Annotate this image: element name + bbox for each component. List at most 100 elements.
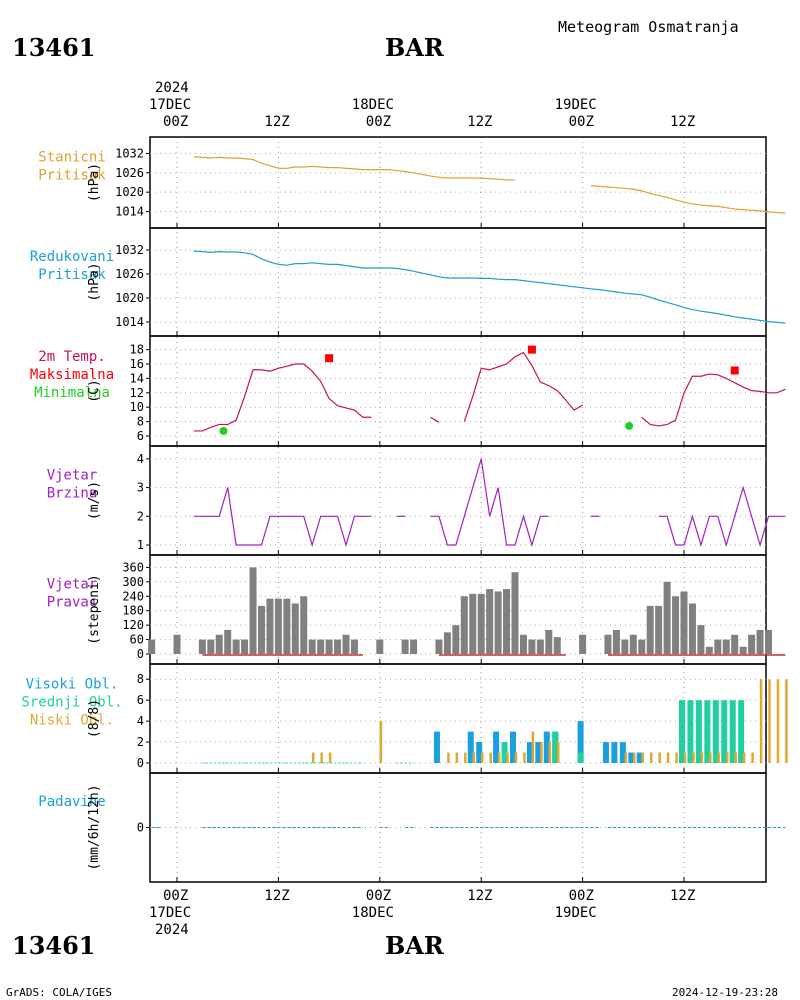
wind-direction-bar <box>545 629 553 654</box>
y-tick-label: 6 <box>137 693 144 707</box>
wind-direction-bar <box>460 596 468 654</box>
wind-direction-bar <box>258 605 265 654</box>
y-tick-label: 14 <box>130 371 144 385</box>
wind-direction-bar <box>148 639 156 654</box>
cloud-bar <box>700 752 704 763</box>
wind-direction-bar <box>283 598 291 654</box>
panel-label: Maksimalna <box>30 367 114 383</box>
bottom-time-label: 12Z <box>467 888 492 904</box>
top-date-label: 19DEC <box>555 97 597 113</box>
y-tick-label: 18 <box>130 343 144 357</box>
panel-frame <box>149 335 767 447</box>
wind-speed-line <box>430 458 549 548</box>
y-axis-label: (hPa) <box>87 163 102 202</box>
wind-direction-bar <box>765 629 772 654</box>
wind-direction-bar <box>249 567 257 654</box>
min-temp-point <box>219 426 228 435</box>
wind-direction-bar <box>291 603 299 654</box>
y-tick-label: 6 <box>137 429 144 443</box>
bottom-time-label: 00Z <box>163 888 188 904</box>
cloud-bar <box>510 731 516 763</box>
footer-timestamp: 2024-12-19-23:28 <box>672 986 778 999</box>
cloud-bar <box>311 752 315 763</box>
panel-label: Redukovani <box>30 249 114 265</box>
max-temp-point <box>325 354 334 363</box>
wind-direction-bar <box>629 634 637 654</box>
cloud-bar <box>476 742 483 763</box>
cloud-bar <box>628 752 635 763</box>
wind-direction-bar <box>376 639 384 654</box>
panel-label: Padavine <box>38 794 105 810</box>
temperature-line <box>463 351 583 422</box>
cloud-bar <box>379 721 383 763</box>
cloud-bar <box>658 752 661 763</box>
wind-direction-bar <box>528 639 536 654</box>
wind-direction-bar <box>308 639 316 654</box>
wind-direction-bar <box>646 605 654 654</box>
cloud-bar <box>577 721 584 763</box>
y-tick-label: 300 <box>122 575 144 589</box>
wind-direction-bar <box>748 634 756 654</box>
cloud-bar <box>447 752 450 763</box>
cloud-bar <box>776 679 780 763</box>
cloud-bar <box>472 752 475 763</box>
panel-label: Srednji Obl. <box>21 695 122 711</box>
cloud-bar <box>759 679 763 763</box>
cloud-bar <box>501 742 508 763</box>
panel-label: Pravac <box>47 595 98 611</box>
wind-direction-bar <box>334 639 342 654</box>
cloud-bar <box>709 752 712 763</box>
y-tick-label: 360 <box>122 560 144 574</box>
cloud-bar <box>675 752 678 763</box>
bottom-year-label: 2024 <box>155 922 189 938</box>
top-time-label: 12Z <box>264 114 289 130</box>
cloud-bar <box>489 752 492 763</box>
wind-direction-bar <box>486 589 494 654</box>
station-name: BAR <box>385 33 445 62</box>
y-tick-label: 3 <box>137 481 144 495</box>
top-date-label: 18DEC <box>352 97 394 113</box>
wind-direction-bar <box>469 593 477 654</box>
cloud-bar <box>704 700 711 763</box>
wind-direction-bar <box>300 596 308 654</box>
y-tick-label: 1 <box>137 538 144 552</box>
bottom-date-label: 18DEC <box>352 905 394 921</box>
wind-direction-bar <box>198 639 206 654</box>
cloud-bar <box>619 742 626 763</box>
cloud-bar <box>785 679 788 763</box>
wind-direction-bar <box>621 639 629 654</box>
wind-direction-bar <box>401 639 409 654</box>
cloud-bar <box>497 752 501 763</box>
panel-frame <box>149 227 767 337</box>
wind-direction-bar <box>173 634 181 654</box>
cloud-bar <box>611 742 618 763</box>
wind-direction-bar <box>494 591 502 654</box>
wind-direction-bar <box>224 629 232 654</box>
panel-label: Visoki Obl. <box>26 677 119 693</box>
y-tick-label: 1032 <box>115 243 144 257</box>
wind-direction-bar <box>731 634 739 654</box>
temperature-line <box>641 373 786 427</box>
wind-direction-bar <box>756 629 764 654</box>
wind-direction-bar <box>663 581 671 654</box>
station-id-bottom: 13461 <box>12 931 96 960</box>
cloud-bar <box>557 742 560 763</box>
cloud-bar <box>535 742 542 763</box>
cloud-bar <box>712 700 719 763</box>
cloud-bar <box>328 752 332 763</box>
cloud-bar <box>633 752 636 763</box>
cloud-bar <box>467 731 474 763</box>
cloud-bar <box>666 752 670 763</box>
cloud-bar <box>577 752 584 763</box>
cloud-bar <box>543 731 550 763</box>
wind-direction-bar <box>452 625 460 654</box>
panel-label: Stanicni <box>38 150 105 166</box>
panel-label: Brzina <box>47 486 98 502</box>
wind-direction-bar <box>325 639 333 654</box>
cloud-bar <box>717 752 721 763</box>
y-axis-label: (stepeni) <box>87 574 102 644</box>
top-time-label: 00Z <box>569 114 594 130</box>
bottom-time-label: 00Z <box>569 888 594 904</box>
cloud-bar <box>729 700 736 763</box>
